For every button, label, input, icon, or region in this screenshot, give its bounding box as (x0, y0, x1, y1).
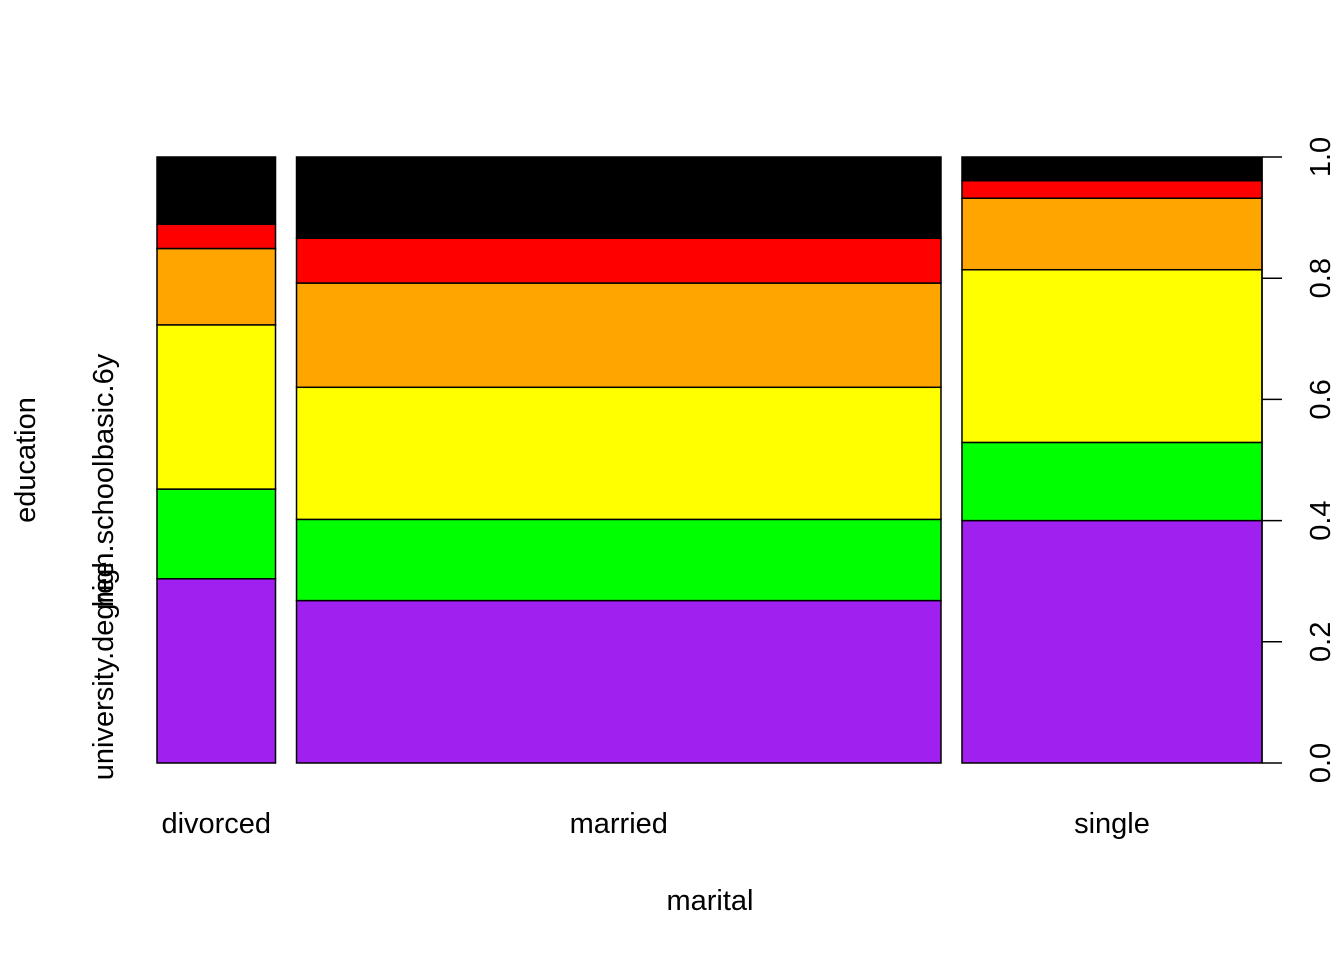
mosaic-tile-divorced-4 (156, 223, 277, 250)
x-axis-label: marital (666, 885, 753, 917)
mosaic-tile-married-5 (295, 156, 942, 239)
mosaic-tile-married-2 (295, 386, 942, 521)
mosaic-bars (156, 156, 1263, 764)
y-axis-label: education (10, 397, 42, 523)
right-axis-tick-label: 0.6 (1305, 379, 1337, 419)
mosaic-tile-divorced-2 (156, 324, 277, 490)
y-tick-label-left: high.school (88, 461, 120, 608)
mosaic-tile-married-4 (295, 237, 942, 284)
mosaic-tile-married-3 (295, 282, 942, 389)
right-axis-tick-label: 1.0 (1305, 137, 1337, 177)
mosaic-tile-single-1 (961, 441, 1263, 522)
mosaic-tile-divorced-5 (156, 156, 277, 226)
mosaic-tile-single-0 (961, 519, 1263, 764)
y-tick-label-left: basic.6y (88, 353, 120, 460)
mosaic-tile-single-3 (961, 197, 1263, 271)
right-axis-tick-label: 0.2 (1305, 622, 1337, 662)
x-tick-label-divorced: divorced (161, 808, 271, 840)
mosaic-tile-divorced-3 (156, 247, 277, 326)
right-axis-tick-label: 0.8 (1305, 258, 1337, 298)
mosaic-tile-divorced-1 (156, 488, 277, 580)
x-tick-label-single: single (1074, 808, 1150, 840)
x-tick-label-married: married (570, 808, 668, 840)
right-y-axis: 0.0 0.2 0.4 0.6 0.8 1.0 (1261, 137, 1337, 783)
x-tick-labels: divorced married single (161, 808, 1149, 840)
y-tick-label-left: university.degree (88, 562, 120, 781)
mosaic-tile-divorced-0 (156, 578, 277, 764)
mosaic-tile-single-4 (961, 179, 1263, 199)
right-axis-tick-label: 0.0 (1305, 743, 1337, 783)
right-axis-tick-label: 0.4 (1305, 500, 1337, 540)
mosaic-tile-single-2 (961, 268, 1263, 444)
mosaic-tile-married-0 (295, 599, 942, 764)
mosaic-tile-married-1 (295, 518, 942, 602)
mosaic-tile-single-5 (961, 156, 1263, 182)
